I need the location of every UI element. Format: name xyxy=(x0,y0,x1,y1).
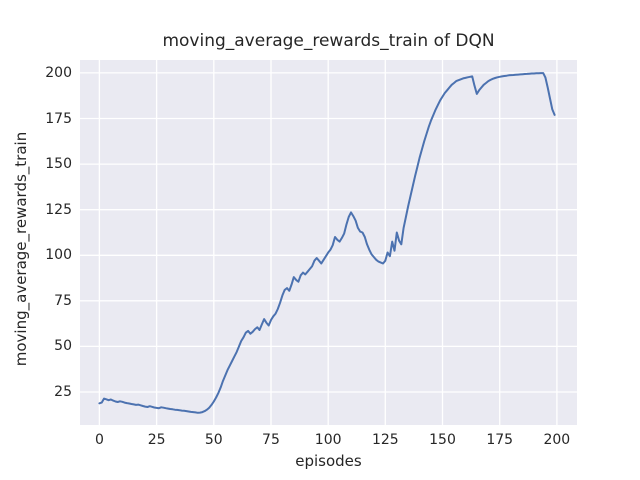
y-tick-100: 100 xyxy=(45,247,72,264)
x-axis-label: episodes xyxy=(295,452,362,470)
y-tick-150: 150 xyxy=(45,156,72,173)
x-tick-50: 50 xyxy=(204,432,223,448)
x-tick-150: 150 xyxy=(429,432,456,448)
x-tick-0: 0 xyxy=(94,432,104,448)
x-tick-200: 200 xyxy=(543,432,571,448)
y-tick-200: 200 xyxy=(45,64,72,81)
y-tick-25: 25 xyxy=(54,384,72,400)
data-line-moving_average_rewards_train xyxy=(98,72,556,414)
x-tick-175: 175 xyxy=(486,432,514,448)
x-tick-100: 100 xyxy=(314,432,342,448)
x-tick-75: 75 xyxy=(262,432,280,448)
chart-title: moving_average_rewards_train of DQN xyxy=(162,31,495,51)
y-tick-50: 50 xyxy=(54,338,72,355)
plot-area xyxy=(80,60,577,425)
x-tick-25: 25 xyxy=(147,432,166,448)
x-tick-125: 125 xyxy=(371,432,399,448)
y-tick-125: 125 xyxy=(45,201,72,218)
y-tick-75: 75 xyxy=(54,292,72,309)
y-tick-175: 175 xyxy=(45,110,72,127)
plot-svg xyxy=(80,60,577,425)
